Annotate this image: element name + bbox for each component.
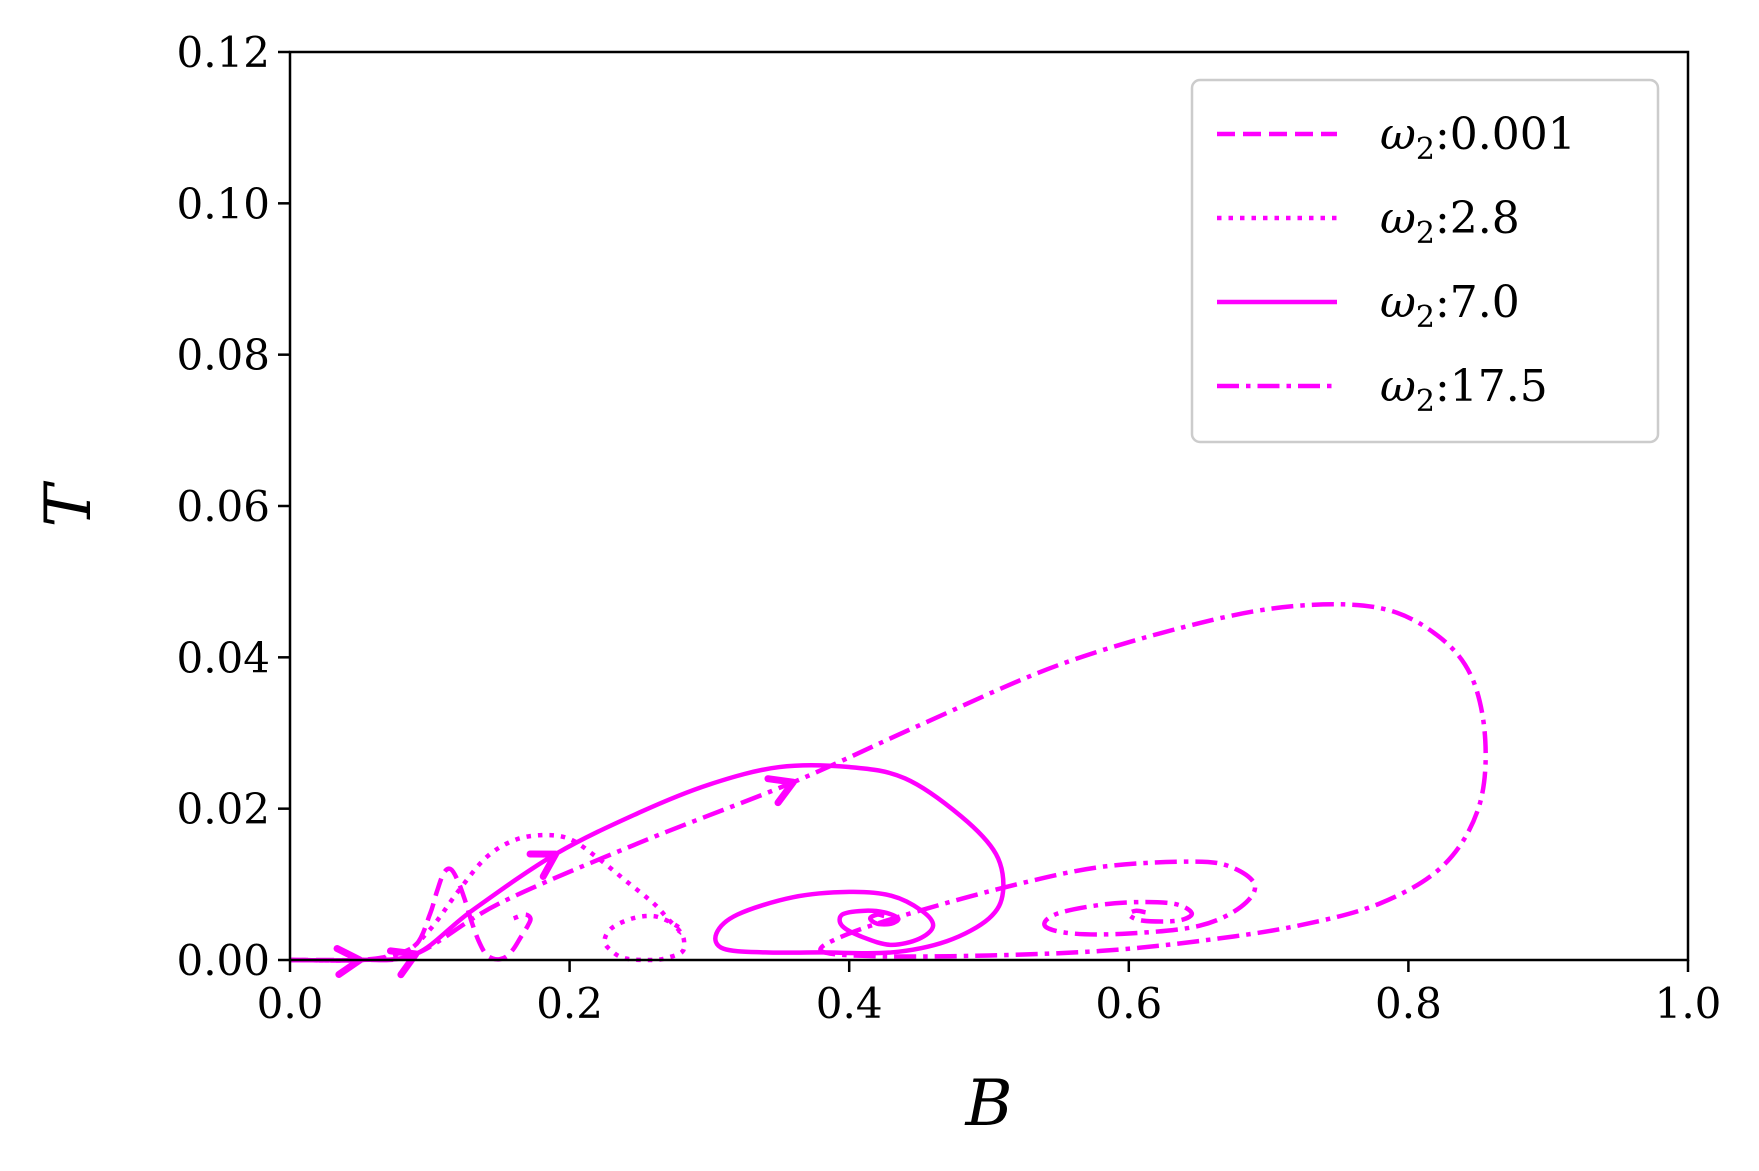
series-line-4 <box>289 601 1488 963</box>
legend-label: ω2:0.001 <box>1380 109 1576 167</box>
x-tick-label: 0.8 <box>1375 979 1442 1028</box>
x-tick-label: 1.0 <box>1655 979 1722 1028</box>
y-tick-label: 0.08 <box>176 331 270 380</box>
x-tick-label: 0.0 <box>257 979 324 1028</box>
legend: ω2:0.001 ω2:2.8 ω2:7.0 ω2:17.5 <box>1190 78 1660 444</box>
y-tick-label: 0.06 <box>176 482 270 531</box>
y-tick-label: 0.10 <box>176 179 270 228</box>
y-tick-label: 0.02 <box>176 785 270 834</box>
y-axis: 0.00 0.02 0.04 0.06 0.08 0.10 0.12 <box>176 28 290 985</box>
x-tick-label: 0.6 <box>1095 979 1162 1028</box>
series-line-3 <box>289 762 1006 963</box>
y-tick-label: 0.12 <box>176 28 270 77</box>
x-tick-label: 0.2 <box>536 979 603 1028</box>
x-tick-label: 0.4 <box>816 979 883 1028</box>
data-curves <box>289 601 1488 979</box>
x-axis: 0.0 0.2 0.4 0.6 0.8 1.0 <box>257 960 1722 1028</box>
y-axis-label: T <box>32 480 106 527</box>
y-tick-label: 0.04 <box>176 633 270 682</box>
direction-arrow <box>526 850 560 880</box>
direction-arrow <box>764 775 797 807</box>
y-tick-label: 0.00 <box>176 936 270 985</box>
legend-label: ω2:2.8 <box>1380 193 1520 251</box>
legend-label: ω2:17.5 <box>1380 361 1548 419</box>
x-axis-label: B <box>964 1067 1012 1141</box>
legend-box <box>1190 78 1660 444</box>
legend-label: ω2:7.0 <box>1380 277 1520 335</box>
